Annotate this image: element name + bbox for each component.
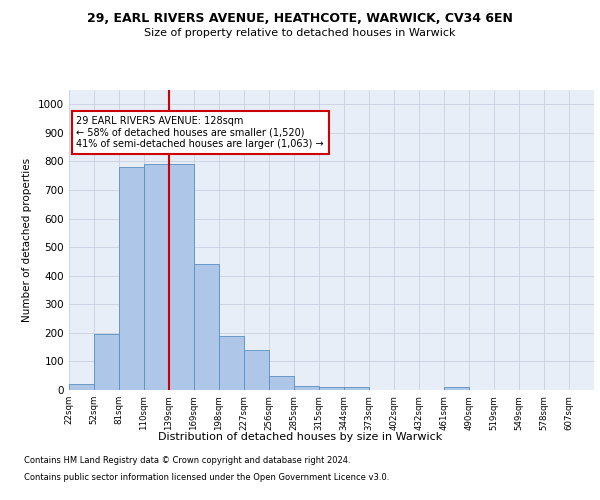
Text: 29 EARL RIVERS AVENUE: 128sqm
← 58% of detached houses are smaller (1,520)
41% o: 29 EARL RIVERS AVENUE: 128sqm ← 58% of d…: [77, 116, 324, 149]
Y-axis label: Number of detached properties: Number of detached properties: [22, 158, 32, 322]
Text: Distribution of detached houses by size in Warwick: Distribution of detached houses by size …: [158, 432, 442, 442]
Bar: [69, 384, 94, 390]
Bar: [294, 386, 319, 390]
Bar: [144, 164, 169, 390]
Bar: [444, 387, 469, 390]
Text: Contains public sector information licensed under the Open Government Licence v3: Contains public sector information licen…: [24, 474, 389, 482]
Text: Size of property relative to detached houses in Warwick: Size of property relative to detached ho…: [144, 28, 456, 38]
Bar: [194, 264, 219, 390]
Bar: [94, 334, 119, 390]
Bar: [269, 376, 294, 390]
Bar: [344, 386, 369, 390]
Text: Contains HM Land Registry data © Crown copyright and database right 2024.: Contains HM Land Registry data © Crown c…: [24, 456, 350, 465]
Bar: [119, 167, 144, 390]
Text: 29, EARL RIVERS AVENUE, HEATHCOTE, WARWICK, CV34 6EN: 29, EARL RIVERS AVENUE, HEATHCOTE, WARWI…: [87, 12, 513, 26]
Bar: [319, 386, 344, 390]
Bar: [219, 336, 244, 390]
Bar: [169, 164, 194, 390]
Bar: [244, 350, 269, 390]
